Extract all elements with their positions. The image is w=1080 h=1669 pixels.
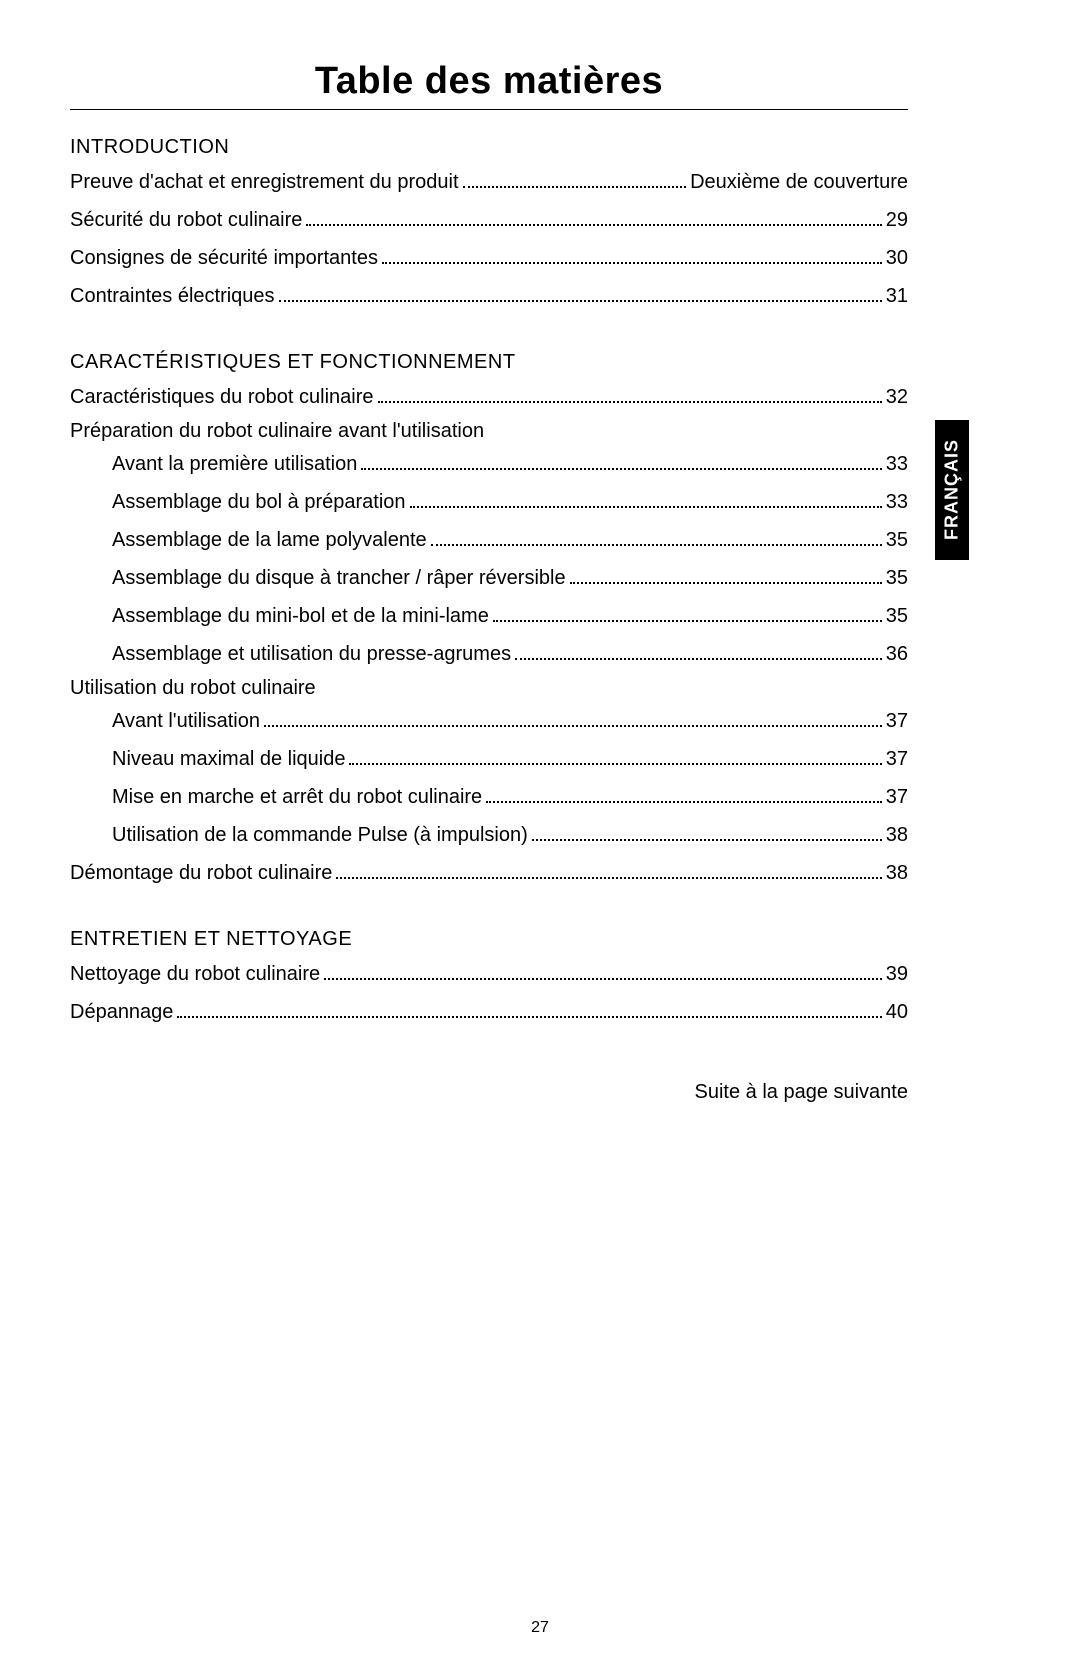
toc-entry: Dépannage 40 [70, 993, 908, 1031]
content-area: Table des matières INTRODUCTION Preuve d… [70, 60, 908, 1104]
toc-entry: Preuve d'achat et enregistrement du prod… [70, 163, 908, 201]
toc-entry: Utilisation de la commande Pulse (à impu… [70, 816, 908, 854]
toc-label: Assemblage et utilisation du presse-agru… [112, 635, 511, 673]
leader-dots [361, 468, 881, 470]
leader-dots [324, 978, 882, 980]
toc-entry: Caractéristiques du robot culinaire 32 [70, 378, 908, 416]
leader-dots [410, 506, 882, 508]
toc-entry: Avant l'utilisation 37 [70, 702, 908, 740]
page: Table des matières INTRODUCTION Preuve d… [0, 0, 1080, 1669]
leader-dots [378, 401, 882, 403]
page-number: 27 [0, 1619, 1080, 1637]
section-heading-introduction: INTRODUCTION [70, 136, 908, 159]
toc-label: Assemblage du bol à préparation [112, 483, 406, 521]
section-heading-entretien: ENTRETIEN ET NETTOYAGE [70, 928, 908, 951]
toc-label: Dépannage [70, 993, 173, 1031]
leader-dots [279, 300, 882, 302]
toc-page: 37 [886, 778, 908, 816]
toc-page: 35 [886, 559, 908, 597]
toc-page: 38 [886, 854, 908, 892]
section-heading-caracteristiques: CARACTÉRISTIQUES ET FONCTIONNEMENT [70, 351, 908, 374]
toc-page: 40 [886, 993, 908, 1031]
toc-label: Utilisation de la commande Pulse (à impu… [112, 816, 528, 854]
toc-label: Avant la première utilisation [112, 445, 357, 483]
toc-label: Assemblage de la lame polyvalente [112, 521, 427, 559]
toc-entry: Mise en marche et arrêt du robot culinai… [70, 778, 908, 816]
leader-dots [306, 224, 881, 226]
leader-dots [336, 877, 881, 879]
toc-label: Consignes de sécurité importantes [70, 239, 378, 277]
leader-dots [264, 725, 882, 727]
language-tab: FRANÇAIS [935, 420, 969, 560]
toc-label: Assemblage du mini-bol et de la mini-lam… [112, 597, 489, 635]
leader-dots [570, 582, 882, 584]
leader-dots [493, 620, 882, 622]
toc-page: 33 [886, 483, 908, 521]
toc-entry: Nettoyage du robot culinaire 39 [70, 955, 908, 993]
toc-entry: Démontage du robot culinaire 38 [70, 854, 908, 892]
toc-page: Deuxième de couverture [690, 163, 908, 201]
toc-label: Avant l'utilisation [112, 702, 260, 740]
toc-label: Assemblage du disque à trancher / râper … [112, 559, 566, 597]
toc-entry: Assemblage et utilisation du presse-agru… [70, 635, 908, 673]
toc-page: 38 [886, 816, 908, 854]
leader-dots [532, 839, 882, 841]
leader-dots [486, 801, 882, 803]
leader-dots [177, 1016, 881, 1018]
continued-note: Suite à la page suivante [70, 1081, 908, 1104]
toc-label: Niveau maximal de liquide [112, 740, 345, 778]
toc-page: 30 [886, 239, 908, 277]
toc-entry: Avant la première utilisation 33 [70, 445, 908, 483]
toc-entry: Sécurité du robot culinaire 29 [70, 201, 908, 239]
toc-subheading: Utilisation du robot culinaire [70, 677, 908, 700]
toc-page: 35 [886, 521, 908, 559]
toc-page: 29 [886, 201, 908, 239]
toc-page: 32 [886, 378, 908, 416]
toc-page: 37 [886, 740, 908, 778]
toc-label: Sécurité du robot culinaire [70, 201, 302, 239]
leader-dots [463, 186, 687, 188]
toc-page: 35 [886, 597, 908, 635]
toc-entry: Niveau maximal de liquide 37 [70, 740, 908, 778]
toc-label: Nettoyage du robot culinaire [70, 955, 320, 993]
toc-page: 39 [886, 955, 908, 993]
toc-label: Contraintes électriques [70, 277, 275, 315]
toc-page: 33 [886, 445, 908, 483]
toc-page: 31 [886, 277, 908, 315]
leader-dots [349, 763, 881, 765]
leader-dots [382, 262, 882, 264]
leader-dots [515, 658, 882, 660]
toc-entry: Assemblage de la lame polyvalente 35 [70, 521, 908, 559]
toc-page: 37 [886, 702, 908, 740]
page-title: Table des matières [70, 60, 908, 110]
toc-entry: Assemblage du disque à trancher / râper … [70, 559, 908, 597]
toc-label: Preuve d'achat et enregistrement du prod… [70, 163, 459, 201]
leader-dots [431, 544, 882, 546]
toc-entry: Assemblage du mini-bol et de la mini-lam… [70, 597, 908, 635]
toc-entry: Assemblage du bol à préparation 33 [70, 483, 908, 521]
toc-entry: Contraintes électriques 31 [70, 277, 908, 315]
toc-label: Démontage du robot culinaire [70, 854, 332, 892]
toc-label: Caractéristiques du robot culinaire [70, 378, 374, 416]
toc-label: Mise en marche et arrêt du robot culinai… [112, 778, 482, 816]
toc-entry: Consignes de sécurité importantes 30 [70, 239, 908, 277]
toc-page: 36 [886, 635, 908, 673]
toc-subheading: Préparation du robot culinaire avant l'u… [70, 420, 908, 443]
